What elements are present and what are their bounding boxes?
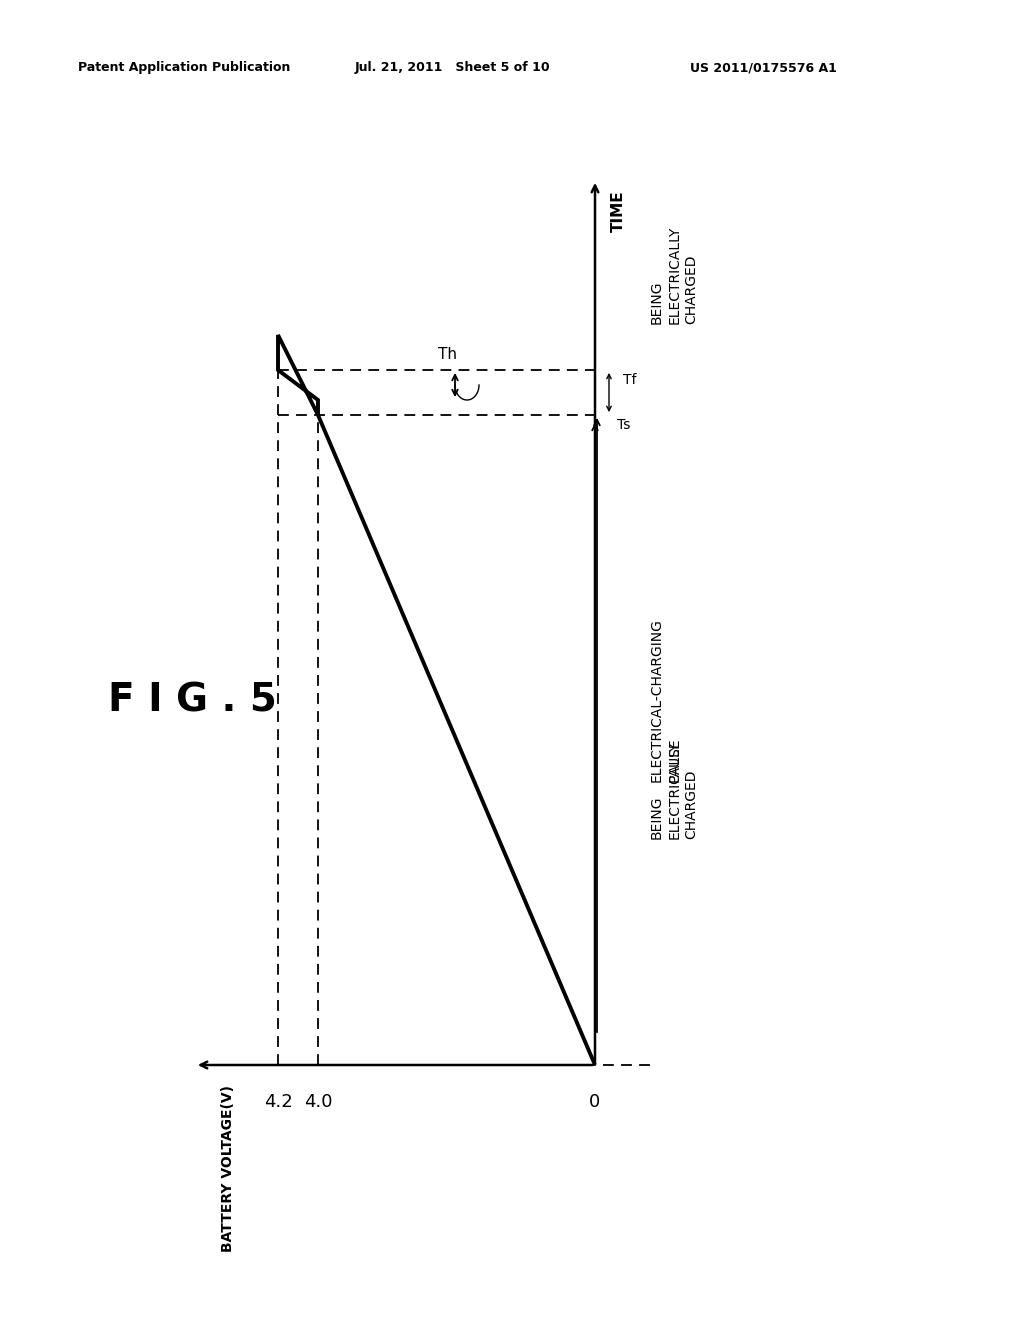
Text: Jul. 21, 2011   Sheet 5 of 10: Jul. 21, 2011 Sheet 5 of 10 <box>355 62 551 74</box>
Text: 4.0: 4.0 <box>304 1093 332 1111</box>
Text: Th: Th <box>437 347 457 362</box>
Text: Tf: Tf <box>623 374 637 387</box>
Text: BEING
ELECTRICALLY
CHARGED: BEING ELECTRICALLY CHARGED <box>650 226 698 325</box>
Text: BATTERY VOLTAGE(V): BATTERY VOLTAGE(V) <box>221 1085 234 1251</box>
Text: 4.2: 4.2 <box>263 1093 293 1111</box>
Text: BEING
ELECTRICALLY
CHARGED: BEING ELECTRICALLY CHARGED <box>650 741 698 840</box>
Text: F I G . 5: F I G . 5 <box>108 681 276 719</box>
Text: 0: 0 <box>590 1093 601 1111</box>
Text: TIME: TIME <box>611 190 626 231</box>
Text: ELECTRICAL-CHARGING
PAUSE: ELECTRICAL-CHARGING PAUSE <box>650 618 681 781</box>
Text: Ts: Ts <box>617 418 631 432</box>
Text: US 2011/0175576 A1: US 2011/0175576 A1 <box>690 62 837 74</box>
Text: Patent Application Publication: Patent Application Publication <box>78 62 291 74</box>
